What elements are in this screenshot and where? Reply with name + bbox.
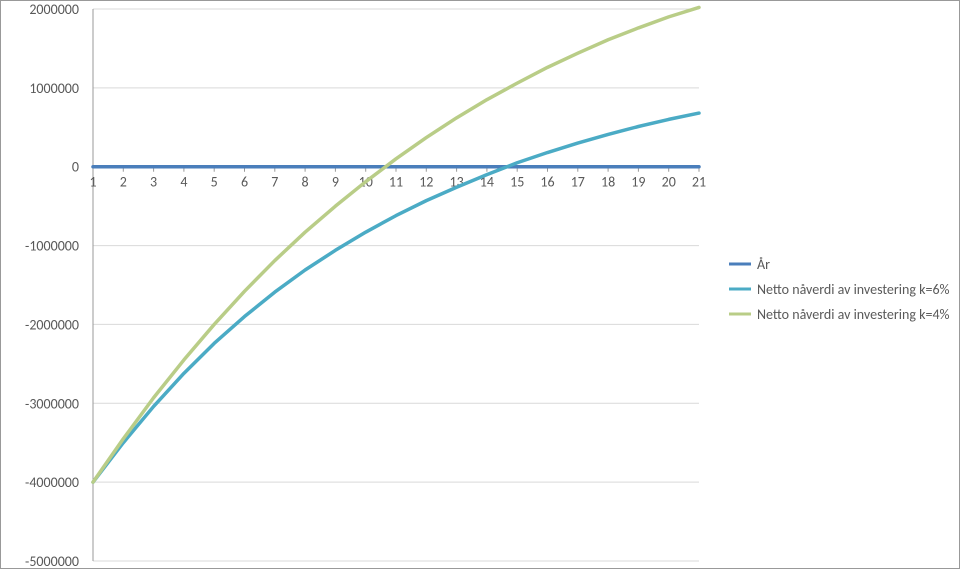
x-tick-label: 5 (211, 174, 218, 191)
x-tick-label: 6 (241, 174, 248, 191)
legend-label: Netto nåverdi av investering k=4% (757, 306, 950, 323)
x-tick-label: 18 (601, 174, 615, 191)
chart-container: -5000000 -4000000 -3000000 -2000000 -1000000… (0, 0, 960, 569)
x-tick-label: 7 (271, 174, 278, 191)
legend-label: Netto nåverdi av investering k=6% (757, 281, 950, 298)
series-line (93, 7, 699, 482)
legend-label: År (757, 256, 770, 273)
y-tick-label: -1000000 (25, 238, 79, 255)
x-tick-label: 17 (571, 174, 585, 191)
x-tick-label: 3 (150, 174, 157, 191)
y-tick-label: -3000000 (25, 395, 79, 412)
y-tick-label: 0 (72, 159, 79, 176)
x-tick-label: 8 (302, 174, 309, 191)
y-tick-label: -5000000 (25, 553, 79, 569)
x-tick-label: 9 (332, 174, 339, 191)
x-tick-label: 15 (510, 174, 524, 191)
x-tick-label: 20 (662, 174, 676, 191)
x-tick-label: 2 (120, 174, 127, 191)
y-tick-label: -4000000 (25, 474, 79, 491)
line-chart: -5000000 -4000000 -3000000 -2000000 -1000000… (1, 1, 960, 569)
y-tick-label: 2000000 (29, 1, 79, 18)
x-tick-label: 21 (692, 174, 706, 191)
x-tick-label: 11 (389, 174, 403, 191)
x-tick-label: 19 (631, 174, 645, 191)
y-tick-label: -2000000 (25, 316, 79, 333)
x-tick-label: 16 (540, 174, 554, 191)
x-tick-label: 12 (419, 174, 433, 191)
x-tick-label: 4 (180, 174, 187, 191)
y-tick-label: 1000000 (29, 80, 79, 97)
x-tick-label: 1 (89, 174, 96, 191)
